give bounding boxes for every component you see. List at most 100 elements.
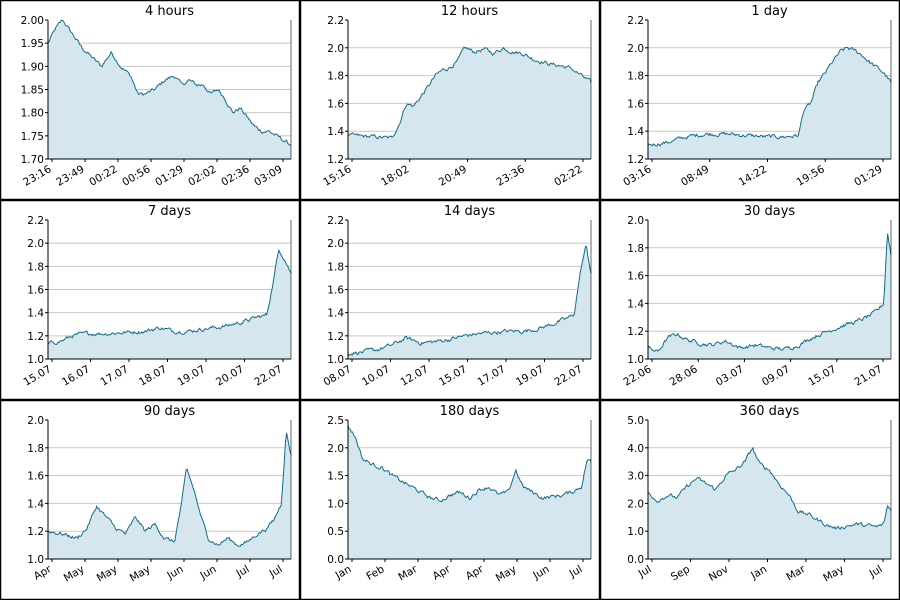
panel-border <box>0 0 300 200</box>
y-tick-label: 2.0 <box>327 43 344 55</box>
x-tick-label: May <box>821 563 846 584</box>
x-tick-label: 23:16 <box>21 163 53 189</box>
y-tick-label: 1.6 <box>327 98 344 110</box>
x-tick-label: 17.07 <box>475 363 507 388</box>
x-tick-label: Jun <box>530 563 551 582</box>
y-tick-label: 0.5 <box>327 526 344 538</box>
x-tick-label: 20.07 <box>214 363 246 388</box>
panel-border <box>300 200 600 400</box>
x-tick-label: Apr <box>431 563 453 583</box>
x-tick-label: 15.07 <box>21 363 53 388</box>
x-tick-label: 09.07 <box>760 363 792 388</box>
panel-border <box>300 0 600 200</box>
x-tick-label: 28.06 <box>668 363 700 389</box>
y-tick-label: 1.2 <box>27 331 44 343</box>
y-tick-label: 1.4 <box>27 308 44 320</box>
y-tick-label: 1.80 <box>21 108 44 120</box>
y-tick-label: 2.0 <box>327 238 344 250</box>
y-tick-label: 1.4 <box>27 498 44 510</box>
x-tick-label: 22.07 <box>252 363 284 388</box>
x-tick-label: 15.07 <box>437 363 469 388</box>
series-line <box>347 46 592 140</box>
chart-panel-5: 30 days 1.0 1.2 1.4 1.6 1.8 2.0 22.06 28.06 03.07… <box>600 200 900 400</box>
series-area <box>648 447 891 559</box>
y-tick-label: 2.0 <box>627 43 644 55</box>
series-area <box>648 233 891 359</box>
x-tick-label: 20:49 <box>437 163 469 189</box>
x-tick-label: Jun <box>197 563 218 582</box>
y-tick-label: 1.0 <box>327 354 344 366</box>
y-tick-label: 1.2 <box>327 154 344 166</box>
y-tick-label: 1.4 <box>327 308 344 320</box>
x-tick-label: 19.07 <box>175 363 207 388</box>
y-tick-label: 2.0 <box>627 498 644 510</box>
y-tick-label: 1.85 <box>21 85 44 97</box>
x-tick-label: 12.07 <box>398 363 430 388</box>
series-area <box>348 425 591 559</box>
y-tick-label: 2.2 <box>27 215 44 227</box>
y-tick-label: 2.5 <box>327 415 344 427</box>
x-tick-label: 03.07 <box>714 363 746 388</box>
x-tick-label: Jan <box>748 563 769 582</box>
y-tick-label: 0.0 <box>327 554 344 566</box>
x-tick-label: Nov <box>707 563 731 584</box>
y-tick-label: 4.0 <box>627 443 644 455</box>
x-tick-label: May <box>62 563 87 584</box>
x-tick-label: 18:02 <box>379 163 411 189</box>
x-tick-label: Apr <box>464 563 486 583</box>
y-tick-label: 1.6 <box>27 471 44 483</box>
x-tick-label: 19.07 <box>514 363 546 388</box>
y-tick-label: 1.6 <box>27 285 44 297</box>
x-tick-label: 03:16 <box>621 163 653 189</box>
y-tick-label: 1.6 <box>627 98 644 110</box>
x-tick-label: 16.07 <box>60 363 92 388</box>
y-tick-label: 1.0 <box>627 354 644 366</box>
x-tick-label: 19:56 <box>795 163 827 189</box>
series-area <box>48 432 291 559</box>
y-tick-label: 2.00 <box>21 15 44 27</box>
x-tick-label: 02:22 <box>552 163 584 189</box>
y-tick-label: 1.95 <box>21 38 44 50</box>
y-tick-label: 1.75 <box>21 131 44 143</box>
series-line <box>647 446 892 531</box>
x-tick-label: Mar <box>784 563 808 584</box>
y-tick-label: 1.6 <box>327 285 344 297</box>
y-tick-label: 1.0 <box>27 354 44 366</box>
y-tick-label: 2.2 <box>627 15 644 27</box>
series-area <box>348 246 591 359</box>
chart-panel-4: 14 days 1.0 1.2 1.4 1.6 1.8 2.0 2.2 08.07 10.07 12… <box>300 200 600 400</box>
series-line <box>47 19 291 146</box>
y-tick-label: 1.8 <box>627 71 644 83</box>
y-tick-label: 1.8 <box>627 243 644 255</box>
x-tick-label: Sep <box>669 563 692 583</box>
x-tick-label: 02:02 <box>186 163 218 189</box>
y-tick-label: 2.0 <box>627 215 644 227</box>
chart-panel-0: 4 hours 1.70 1.75 1.80 1.85 1.90 1.95 2.00 23:16… <box>0 0 300 200</box>
chart-title: 360 days <box>740 404 800 419</box>
x-tick-label: 08:49 <box>679 163 711 189</box>
x-tick-label: 02:36 <box>219 163 251 189</box>
chart-title: 30 days <box>744 204 796 219</box>
y-tick-label: 1.5 <box>327 471 344 483</box>
x-tick-label: 00:22 <box>87 163 119 189</box>
x-tick-label: 15.07 <box>806 363 838 388</box>
y-tick-label: 1.8 <box>27 443 44 455</box>
x-tick-label: 21.07 <box>852 363 884 388</box>
x-tick-label: May <box>128 563 153 584</box>
y-tick-label: 2.0 <box>327 443 344 455</box>
y-tick-label: 2.0 <box>27 238 44 250</box>
panel-border <box>0 200 300 400</box>
series-line <box>647 233 892 352</box>
series-area <box>648 47 891 159</box>
y-tick-label: 0.0 <box>627 554 644 566</box>
y-tick-label: 1.8 <box>327 71 344 83</box>
y-tick-label: 1.2 <box>627 326 644 338</box>
x-tick-label: 03:09 <box>252 163 284 189</box>
y-tick-label: 1.90 <box>21 61 44 73</box>
chart-panel-1: 12 hours 1.2 1.4 1.6 1.8 2.0 2.2 15:16 18:02 20:4… <box>300 0 600 200</box>
y-tick-label: 1.8 <box>327 261 344 273</box>
y-tick-label: 3.0 <box>627 471 644 483</box>
x-tick-label: 23:49 <box>54 163 86 189</box>
x-tick-label: 17.07 <box>98 363 130 388</box>
chart-panel-2: 1 day 1.2 1.4 1.6 1.8 2.0 2.2 03:16 08:49 14:22 19… <box>600 0 900 200</box>
